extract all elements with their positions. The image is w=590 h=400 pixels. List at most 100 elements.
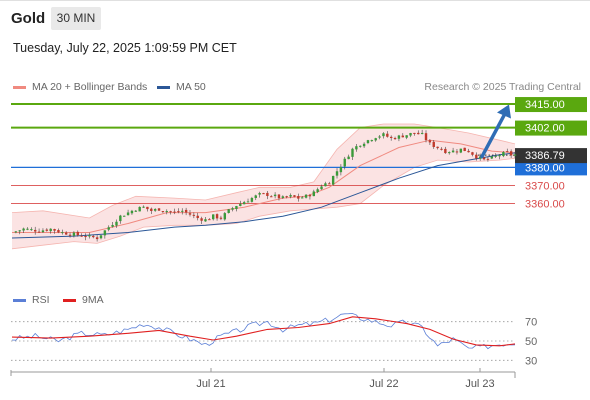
candle-down (444, 148, 447, 154)
candle-down (455, 151, 459, 153)
candle-down (482, 157, 486, 160)
candle-up (502, 152, 505, 157)
candle-up (359, 145, 362, 147)
candle-down (270, 196, 273, 198)
level-label-support: 3360.00 (525, 199, 565, 211)
candle-up (26, 228, 29, 230)
candle-up (204, 219, 207, 222)
candle-up (355, 146, 358, 150)
candle-up (513, 154, 517, 156)
candle-down (440, 148, 443, 150)
legend-label: MA 50 (176, 81, 206, 93)
candle-up (448, 152, 451, 154)
rsi-line (11, 313, 516, 350)
candle-up (343, 158, 346, 167)
candle-down (475, 154, 478, 159)
candle-up (339, 166, 343, 173)
candle-up (111, 224, 114, 227)
candle-down (401, 135, 404, 138)
candle-up (181, 210, 184, 212)
candle-up (41, 230, 45, 233)
candle-down (471, 152, 474, 155)
candle-down (184, 209, 188, 213)
candle-down (157, 208, 161, 211)
candle-up (490, 156, 493, 159)
candle-up (451, 150, 455, 153)
candle-down (92, 235, 95, 238)
current-price-tag (515, 148, 587, 164)
rsi-tick-label: 70 (525, 317, 537, 329)
level-label-support: 3370.00 (525, 180, 565, 192)
timeframe-badge[interactable]: 30 MIN (51, 7, 101, 30)
candle-up (254, 195, 257, 199)
candle-up (382, 133, 385, 137)
chart-datetime: Tuesday, July 22, 2025 1:09:59 PM CET (13, 41, 237, 55)
candle-up (409, 133, 412, 136)
candle-down (463, 147, 466, 152)
current-price-label: 3386.79 (525, 150, 565, 162)
candle-up (366, 140, 370, 144)
candle-up (494, 155, 497, 157)
candle-up (258, 192, 261, 195)
candle-up (304, 194, 308, 198)
candle-down (34, 229, 37, 232)
candle-up (18, 230, 21, 232)
candle-down (386, 133, 389, 137)
candle-up (405, 135, 408, 138)
candle-up (61, 232, 64, 234)
candle-down (262, 193, 265, 195)
candle-down (436, 146, 439, 149)
candle-down (45, 229, 49, 231)
candle-up (351, 148, 354, 157)
x-axis-tick-label: Jul 22 (369, 378, 398, 390)
candle-down (192, 214, 196, 216)
candle-down (486, 158, 490, 160)
level-tag-pivot (515, 160, 587, 176)
legend-label: 9MA (82, 294, 104, 306)
candle-down (150, 208, 153, 212)
candle-down (277, 194, 281, 199)
candle-up (420, 132, 424, 134)
candle-down (188, 213, 192, 215)
instrument-title: Gold (11, 10, 46, 27)
candle-up (165, 211, 168, 213)
rsi-9ma-line (11, 316, 516, 347)
candle-up (107, 227, 110, 230)
candle-up (14, 231, 18, 233)
legend-label: RSI (32, 294, 50, 306)
candle-down (428, 140, 432, 143)
candle-down (393, 137, 397, 140)
candle-up (99, 235, 103, 239)
candle-down (509, 151, 513, 156)
candle-down (413, 132, 416, 134)
legend-ma50: MA 50 (157, 81, 206, 93)
candle-down (328, 183, 331, 185)
candle-up (316, 189, 319, 193)
candle-up (362, 143, 366, 147)
legend-rsi: RSI (13, 294, 50, 306)
candle-up (273, 194, 277, 197)
rsi-tick-label: 30 (525, 355, 537, 367)
candle-down (173, 211, 176, 213)
candle-up (335, 171, 339, 176)
candle-up (498, 155, 501, 157)
candle-up (289, 195, 292, 197)
legend-swatch (13, 85, 26, 89)
legend-swatch (157, 85, 170, 89)
candle-down (293, 195, 296, 197)
bollinger-lower (11, 157, 516, 250)
candle-down (219, 217, 223, 219)
candle-up (331, 175, 335, 185)
candle-down (215, 214, 219, 219)
candle-up (49, 228, 52, 232)
candle-up (231, 208, 234, 210)
ma50-line (11, 152, 516, 239)
candle-up (115, 221, 118, 226)
candle-up (235, 206, 238, 210)
candle-up (88, 235, 91, 237)
candle-up (320, 186, 323, 190)
chart-header: Gold 30 MIN (0, 0, 590, 36)
candle-up (347, 156, 350, 160)
candle-up (242, 202, 246, 205)
